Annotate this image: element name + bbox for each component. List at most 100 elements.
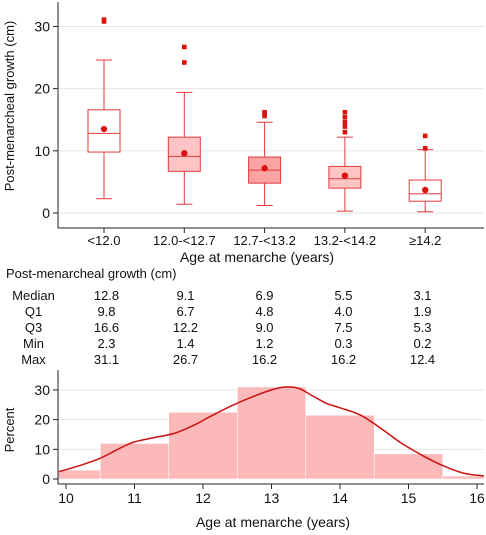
x-tick-label: 13.2-<14.2 <box>314 233 377 248</box>
stats-row-label: Max <box>21 352 46 367</box>
boxplot-y-axis-label: Post-menarcheal growth (cm) <box>2 21 17 192</box>
box-2 <box>167 44 201 205</box>
density-curve <box>58 386 485 477</box>
outlier-marker <box>342 124 348 129</box>
stats-cell: 12.8 <box>93 288 120 303</box>
stats-cell: 16.6 <box>93 320 120 335</box>
stats-cell: 5.5 <box>334 288 353 303</box>
stats-cell: 6.9 <box>255 288 274 303</box>
stats-cell: 1.9 <box>413 304 432 319</box>
x-tick-label: 16 <box>469 490 485 506</box>
x-tick-label: 15 <box>401 490 417 506</box>
y-tick-label: 30 <box>34 18 50 34</box>
mean-marker <box>181 150 188 157</box>
y-tick-label: 10 <box>34 143 50 159</box>
stats-cell: 9.0 <box>255 320 274 335</box>
stats-cell: 3.1 <box>413 288 432 303</box>
stats-table: Median 12.8 9.1 6.9 5.5 3.1 Q1 9.8 6.7 4.8 4.0 1.9 Q… <box>0 288 462 368</box>
outlier-marker <box>422 133 428 139</box>
histogram-bar <box>305 414 375 480</box>
outlier-marker <box>422 146 428 151</box>
stats-cell: 2.3 <box>97 336 116 351</box>
boxplot-boxes <box>87 17 442 213</box>
histogram-bars <box>57 386 485 480</box>
x-tick-label: 12.7-<13.2 <box>233 233 296 248</box>
outlier-marker <box>262 109 267 115</box>
histogram-y-ticks: 0 10 20 30 <box>34 382 58 487</box>
stats-cell: 9.8 <box>97 304 116 319</box>
x-tick-label: 12.0-<12.7 <box>153 233 216 248</box>
boxplot-gridlines <box>58 25 484 214</box>
stats-table-title: Post-menarcheal growth (cm) <box>6 266 177 281</box>
stats-cell: 31.1 <box>93 352 120 367</box>
box-3 <box>248 109 282 207</box>
box-1 <box>87 17 121 200</box>
stats-row-label: Median <box>12 288 55 303</box>
x-tick-label: ≥14.2 <box>409 233 441 248</box>
stats-cell: 1.4 <box>176 336 195 351</box>
outlier-marker <box>101 17 107 22</box>
boxplot-y-ticks: 0 10 20 30 <box>34 18 58 221</box>
boxplot-x-axis-label: Age at menarche (years) <box>180 249 334 265</box>
stats-cell: 6.7 <box>176 304 195 319</box>
stats-row-label: Q1 <box>24 304 43 319</box>
stats-row: Q3 16.6 12.2 9.0 7.5 5.3 <box>0 320 462 336</box>
stats-row: Min 2.3 1.4 1.2 0.3 0.2 <box>0 336 462 352</box>
stats-row-label: Min <box>23 336 44 351</box>
stats-cell: 0.3 <box>334 336 353 351</box>
stats-cell: 9.1 <box>176 288 195 303</box>
outlier-marker <box>342 114 348 120</box>
x-tick-label: <12.0 <box>88 233 121 248</box>
mean-marker <box>341 172 349 179</box>
stats-row: Max 31.1 26.7 16.2 16.2 12.4 <box>0 352 462 368</box>
y-tick-label: 0 <box>42 471 50 487</box>
x-tick-label: 13 <box>264 490 280 506</box>
y-tick-label: 20 <box>34 412 50 428</box>
histogram-x-axis-label: Age at menarche (years) <box>196 514 350 530</box>
outlier-marker <box>262 113 267 119</box>
stats-cell: 4.0 <box>334 304 353 319</box>
y-tick-label: 0 <box>42 205 50 221</box>
mean-marker <box>261 165 268 172</box>
stats-cell: 12.4 <box>409 352 436 367</box>
box-4 <box>328 109 362 212</box>
stats-cell: 4.8 <box>255 304 274 319</box>
x-tick-label: 12 <box>195 490 211 506</box>
stats-cell: 1.2 <box>255 336 274 351</box>
x-tick-label: 10 <box>58 490 74 506</box>
mean-marker <box>422 186 429 194</box>
x-tick-label: 11 <box>127 490 142 506</box>
x-tick-label: 14 <box>332 490 348 506</box>
histogram-y-axis-label: Percent <box>2 407 17 452</box>
outlier-marker <box>342 109 348 115</box>
y-tick-label: 10 <box>34 441 50 457</box>
histogram-bar <box>236 386 307 480</box>
histogram-x-ticks: 10 11 12 13 14 15 16 <box>58 484 485 506</box>
histogram-bar <box>442 475 485 480</box>
stats-cell: 16.2 <box>251 352 278 367</box>
stats-cell: 5.3 <box>413 320 432 335</box>
stats-row: Q1 9.8 6.7 4.8 4.0 1.9 <box>0 304 462 320</box>
histogram-bar <box>57 469 101 480</box>
histogram-bar <box>168 411 238 480</box>
stats-cell: 0.2 <box>413 336 432 351</box>
box-5 <box>408 133 442 213</box>
boxplot-panel: 0 10 20 30 <12.0 12.0-<12.7 12.7-<13.2 13.2-<1… <box>2 2 484 265</box>
mean-marker <box>100 125 108 133</box>
y-tick-label: 30 <box>34 382 50 398</box>
outlier-marker <box>342 119 348 125</box>
outlier-marker <box>182 44 187 50</box>
stats-cell: 16.2 <box>330 352 357 367</box>
boxplot-x-ticks: <12.0 12.0-<12.7 12.7-<13.2 13.2-<14.2 ≥14.2 <box>88 228 441 248</box>
histogram-bar <box>373 453 444 480</box>
histogram-bar <box>99 443 170 480</box>
histogram-panel: 0 10 20 30 10 11 12 13 14 15 16 Percent Age at me… <box>2 370 485 530</box>
outlier-marker <box>342 129 348 135</box>
outlier-marker <box>182 60 187 65</box>
stats-row: Median 12.8 9.1 6.9 5.5 3.1 <box>0 288 462 304</box>
y-tick-label: 20 <box>34 81 50 97</box>
stats-cell: 26.7 <box>172 352 199 367</box>
stats-cell: 12.2 <box>172 320 199 335</box>
stats-cell: 7.5 <box>334 320 353 335</box>
